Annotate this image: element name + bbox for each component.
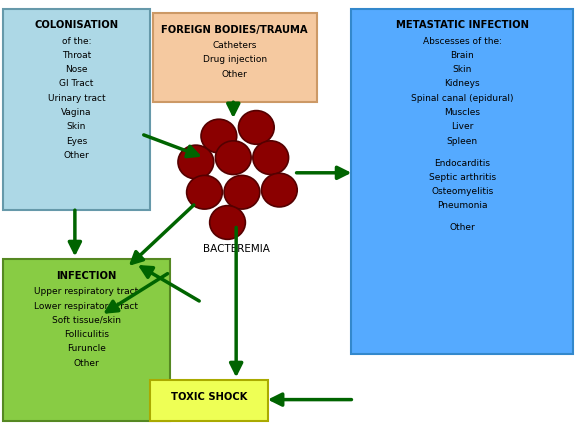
Text: GI Tract: GI Tract — [59, 79, 93, 89]
FancyBboxPatch shape — [3, 9, 150, 210]
Text: Kidneys: Kidneys — [445, 79, 480, 89]
Text: Endocarditis: Endocarditis — [434, 159, 490, 168]
Ellipse shape — [201, 119, 237, 153]
Text: Throat: Throat — [62, 51, 91, 60]
Text: Catheters: Catheters — [213, 41, 257, 50]
Text: Muscles: Muscles — [444, 108, 480, 117]
Text: of the:: of the: — [62, 37, 91, 46]
Text: METASTATIC INFECTION: METASTATIC INFECTION — [396, 20, 529, 30]
Text: Nose: Nose — [65, 65, 88, 74]
Ellipse shape — [187, 175, 222, 209]
Text: Upper respiratory tract: Upper respiratory tract — [35, 287, 138, 296]
Text: Furuncle: Furuncle — [67, 344, 106, 353]
Text: Abscesses of the:: Abscesses of the: — [423, 37, 502, 46]
Text: Lower respiratory tract: Lower respiratory tract — [35, 302, 138, 311]
Ellipse shape — [224, 175, 260, 209]
FancyBboxPatch shape — [3, 259, 170, 421]
Ellipse shape — [253, 141, 289, 175]
FancyBboxPatch shape — [351, 9, 573, 354]
FancyBboxPatch shape — [150, 380, 268, 421]
Ellipse shape — [178, 145, 214, 179]
Text: Urinary tract: Urinary tract — [47, 94, 105, 103]
Text: INFECTION: INFECTION — [56, 271, 116, 281]
Text: Other: Other — [74, 359, 99, 368]
Text: Folliculitis: Folliculitis — [64, 330, 109, 339]
Text: Drug injection: Drug injection — [203, 55, 267, 64]
Text: Pneumonia: Pneumonia — [437, 201, 487, 210]
Ellipse shape — [210, 206, 245, 239]
Ellipse shape — [215, 141, 251, 175]
Text: Spinal canal (epidural): Spinal canal (epidural) — [411, 94, 513, 103]
Text: Skin: Skin — [67, 122, 86, 131]
Text: Other: Other — [449, 223, 475, 232]
Text: Spleen: Spleen — [446, 137, 478, 146]
Text: Other: Other — [222, 70, 248, 79]
Ellipse shape — [238, 111, 274, 144]
Text: Eyes: Eyes — [66, 137, 87, 146]
Text: TOXIC SHOCK: TOXIC SHOCK — [170, 392, 247, 402]
Text: Liver: Liver — [451, 122, 473, 131]
FancyBboxPatch shape — [153, 13, 317, 102]
Text: Osteomyelitis: Osteomyelitis — [431, 187, 494, 196]
Text: COLONISATION: COLONISATION — [34, 20, 119, 30]
Text: Septic arthritis: Septic arthritis — [429, 173, 496, 182]
Text: Brain: Brain — [450, 51, 474, 60]
Text: BACTEREMIA: BACTEREMIA — [203, 244, 270, 254]
Text: Skin: Skin — [453, 65, 472, 74]
Text: Other: Other — [63, 151, 89, 160]
Text: Soft tissue/skin: Soft tissue/skin — [52, 316, 121, 325]
Text: Vagina: Vagina — [61, 108, 92, 117]
Text: FOREIGN BODIES/TRAUMA: FOREIGN BODIES/TRAUMA — [161, 25, 308, 35]
Ellipse shape — [262, 173, 297, 207]
